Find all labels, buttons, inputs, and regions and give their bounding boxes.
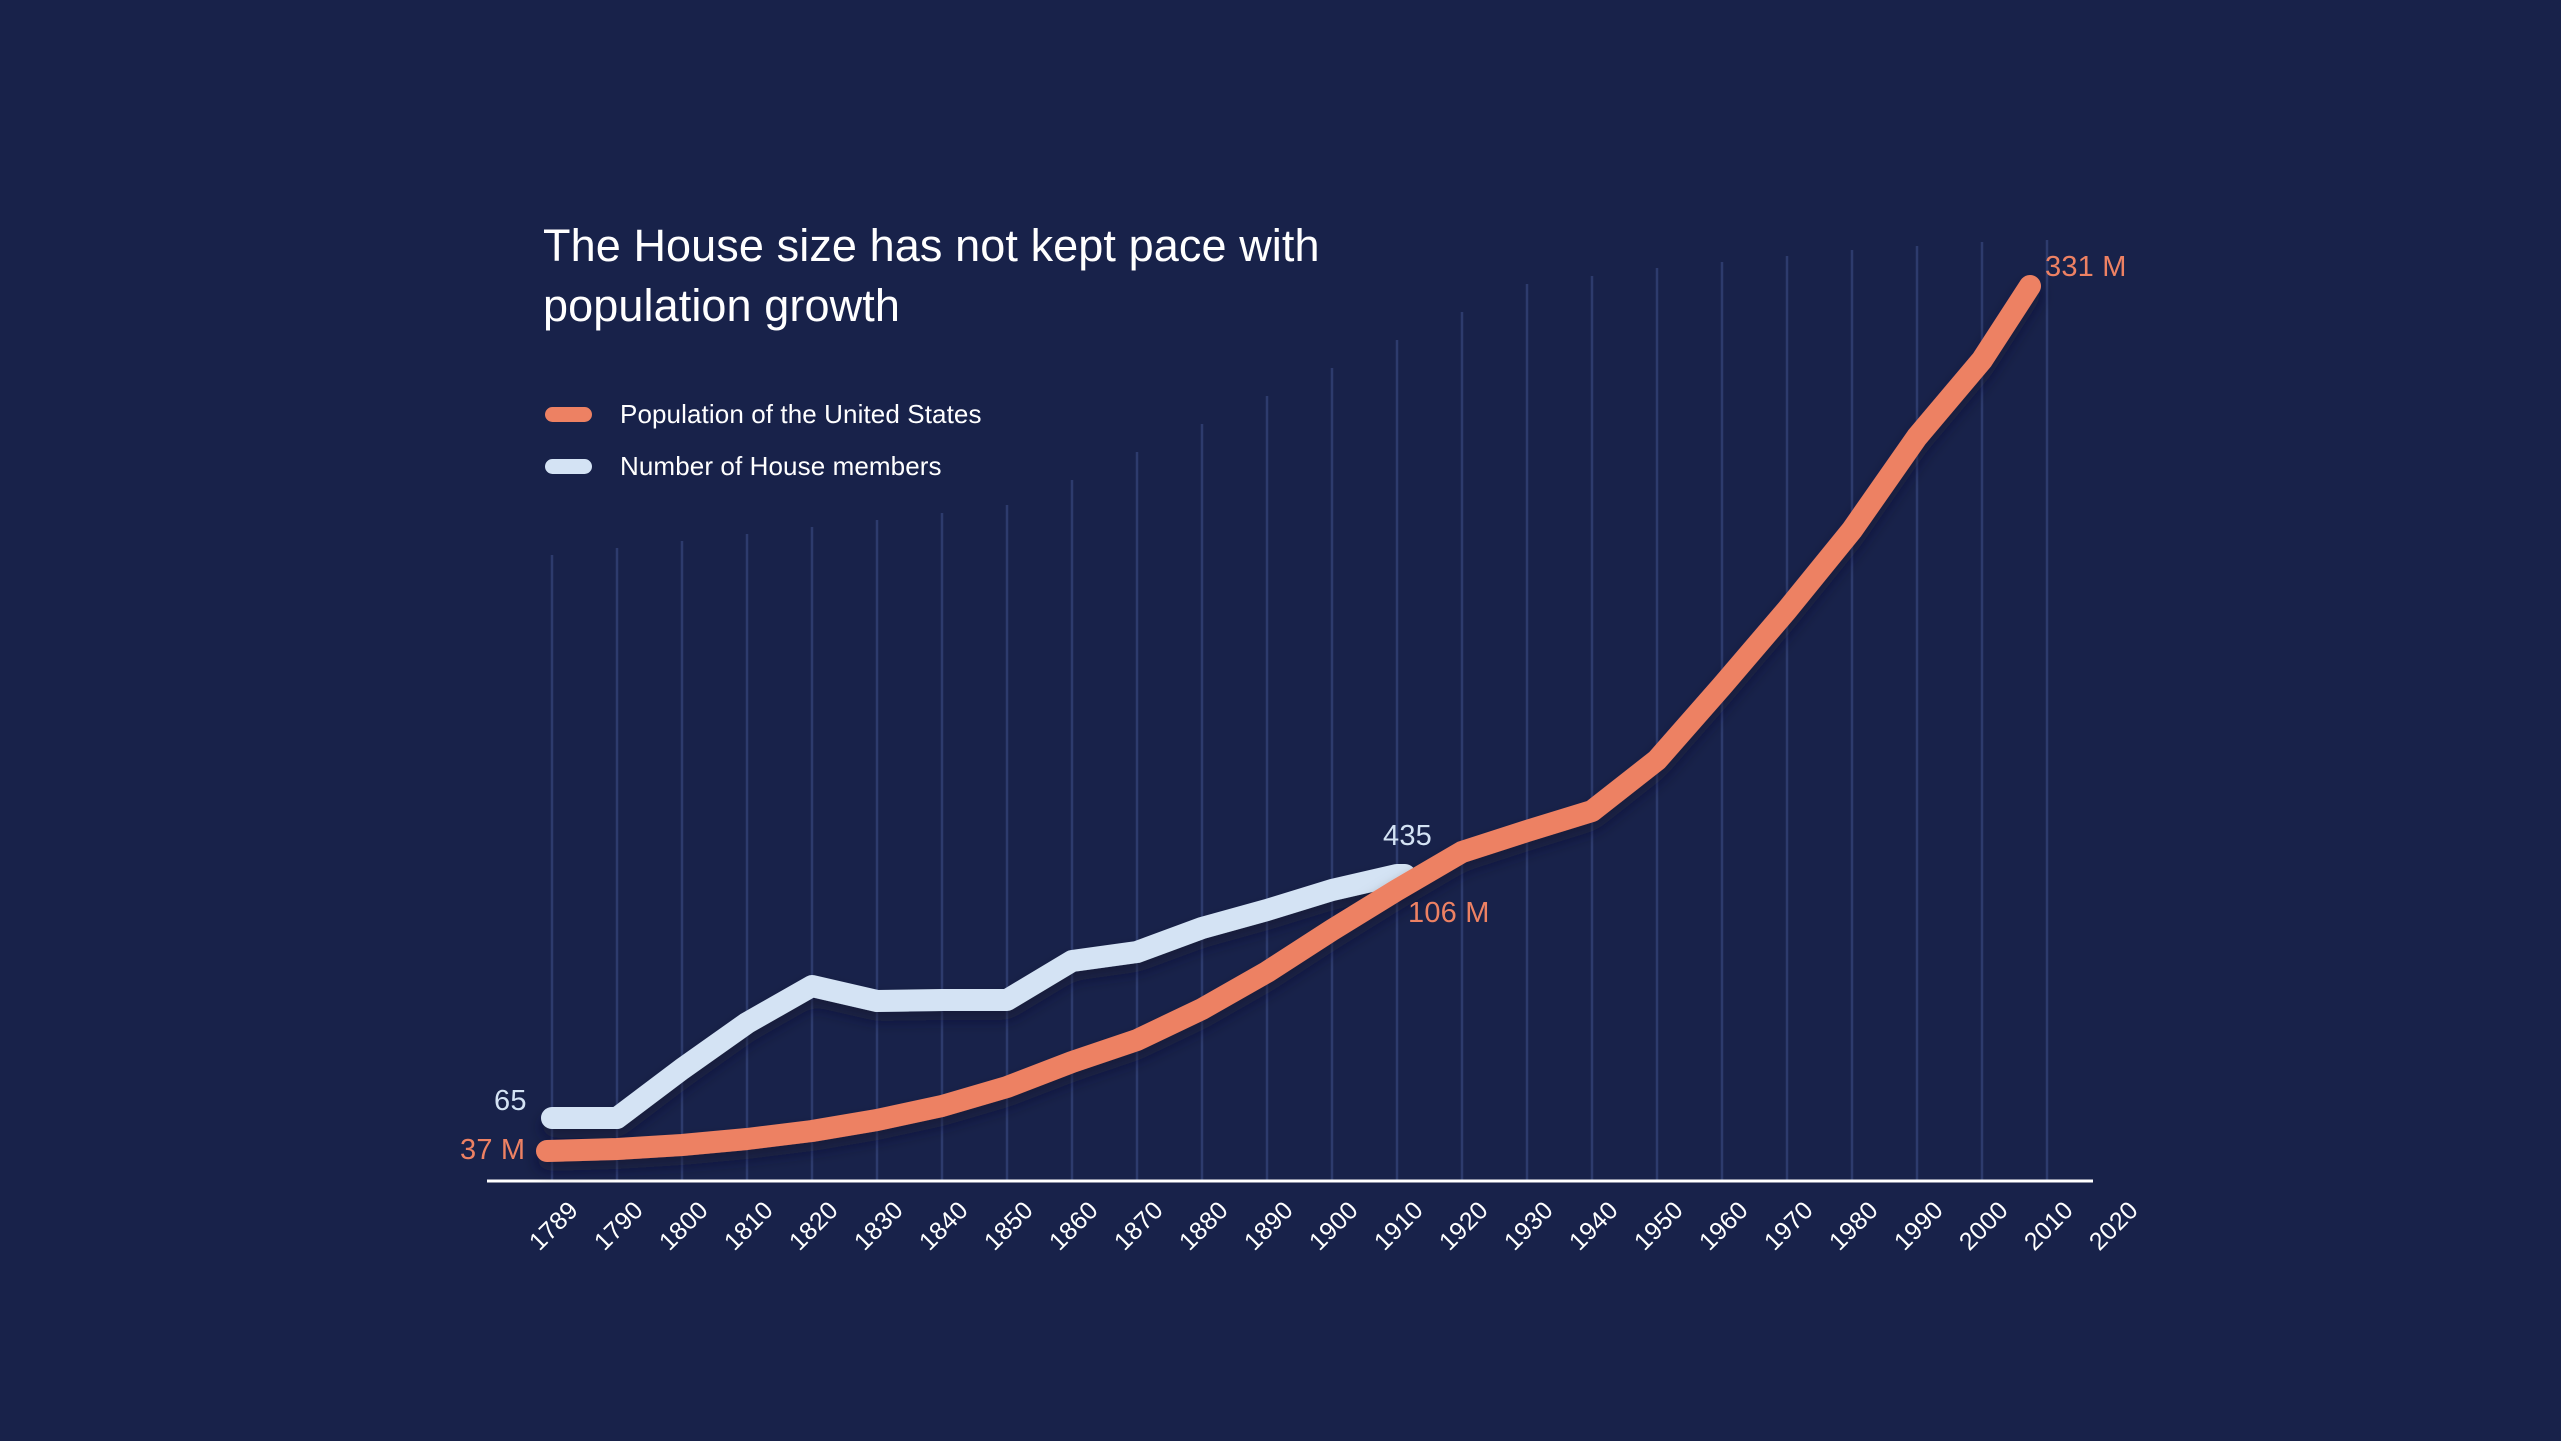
legend-label-house-members: Number of House members [620,450,942,481]
series-line-house-members [541,864,1416,1129]
legend-swatch-house-icon [545,458,592,474]
annotation-population-mid: 106 M [1408,897,1490,929]
series-line-population [536,275,2041,1162]
legend-swatch-population-icon [545,406,592,422]
annotation-population-start: 37 M [460,1134,526,1166]
page-title: The House size has not kept pace with po… [543,220,1320,332]
annotation-house-end: 435 [1383,820,1432,852]
annotation-house-start: 65 [494,1085,527,1117]
annotation-population-end: 331 M [2045,251,2127,283]
legend-item-population[interactable]: Population of the United States [545,388,982,440]
legend-item-house-members[interactable]: Number of House members [545,440,982,492]
legend: Population of the United States Number o… [545,388,982,492]
gridlines [550,240,2049,1180]
title-block: The House size has not kept pace with po… [543,216,1363,337]
legend-label-population: Population of the United States [620,398,982,429]
